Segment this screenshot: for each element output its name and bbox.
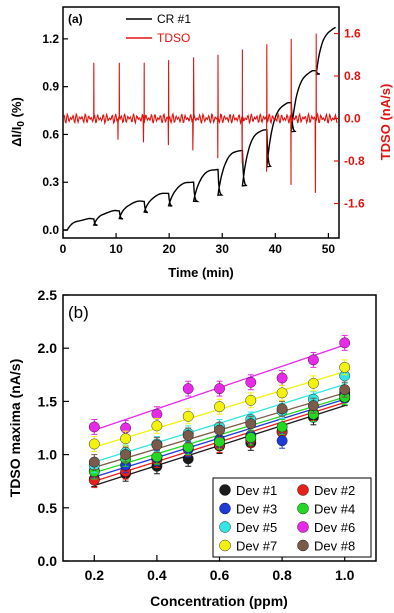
- y-right-tick-label: -0.8: [344, 154, 365, 168]
- y-tick-label-b: 2.5: [38, 287, 58, 303]
- legend-b-entries: Dev #1 Dev #2 Dev #3 Dev #4 Dev #5 Dev #6 Dev …: [219, 483, 355, 554]
- axis-ticks-b: 0.2 0.4 0.6 0.8 1.0 0.0 0.5 1.0 1.5 2.0 2.5: [38, 287, 355, 583]
- x-tick-label-b: 1.0: [335, 567, 355, 583]
- data-point: [214, 383, 225, 395]
- x-tick-label-a: 20: [162, 242, 176, 256]
- x-tick-label-b: 0.6: [210, 567, 230, 583]
- data-point: [276, 435, 288, 447]
- legend-a: CR #1 TDSO: [126, 12, 191, 45]
- legend-marker: [219, 502, 231, 515]
- data-point: [214, 401, 225, 413]
- data-point: [276, 403, 288, 415]
- data-point: [120, 449, 132, 460]
- y-left-tick-label: 0.6: [42, 127, 59, 141]
- data-point: [276, 421, 288, 433]
- data-point: [182, 383, 194, 395]
- data-point: [151, 420, 163, 432]
- x-tick-label-a: 50: [322, 242, 336, 256]
- y-axis-title-b: TDSO maxima (nA/s): [7, 359, 23, 497]
- data-point: [339, 384, 351, 396]
- y-right-tick-label: 0.8: [344, 69, 361, 83]
- y-left-tick-label: 0.0: [42, 223, 59, 237]
- legend-label-cr: CR #1: [157, 12, 191, 26]
- y-right-tick-label: 1.6: [344, 27, 361, 41]
- data-point: [245, 376, 257, 388]
- legend-marker: [219, 521, 231, 533]
- data-point: [151, 451, 163, 463]
- data-point: [182, 410, 194, 422]
- data-point: [88, 456, 100, 468]
- legend-label: Dev #6: [314, 520, 355, 535]
- cr-line: [63, 26, 336, 231]
- data-point: [151, 439, 163, 451]
- panel-label-b: (b): [68, 303, 89, 322]
- x-axis-title-b: Concentration (ppm): [150, 593, 288, 609]
- data-point: [276, 372, 288, 384]
- fit-lines: [94, 344, 345, 487]
- data-point: [339, 337, 351, 349]
- plot-frame-a: [62, 6, 340, 239]
- data-point: [182, 430, 194, 441]
- y-tick-label-b: 0.5: [38, 500, 58, 516]
- legend-label: Dev #3: [236, 502, 277, 517]
- legend-marker: [297, 539, 309, 552]
- legend-marker: [297, 484, 309, 496]
- tdso-line: [63, 33, 338, 193]
- data-point: [214, 424, 225, 436]
- data-point: [307, 377, 319, 389]
- y-tick-label-b: 1.5: [38, 393, 58, 409]
- x-tick-label-a: 10: [109, 242, 123, 256]
- data-point: [245, 418, 257, 430]
- legend-label: Dev #7: [236, 539, 277, 554]
- data-point: [120, 433, 132, 445]
- axis-ticks-a: 0 10 20 30 40 50 0.0 0.3 0.6 0.9 1.2 -1.6 -0.8 0.0 0.8…: [42, 27, 365, 256]
- y-tick-label-b: 2.0: [38, 340, 58, 356]
- legend-label-tdso: TDSO: [157, 31, 190, 45]
- legend-marker: [297, 502, 309, 515]
- legend-b: [212, 477, 372, 558]
- x-axis-title-a: Time (min): [168, 265, 234, 280]
- y-right-tick-label: -1.6: [344, 196, 365, 210]
- cr-series: [63, 26, 336, 231]
- x-tick-label-a: 30: [216, 242, 230, 256]
- legend-marker: [219, 539, 231, 552]
- x-tick-label-b: 0.2: [85, 567, 105, 583]
- data-point: [214, 436, 225, 448]
- data-point: [245, 394, 257, 406]
- data-point: [245, 432, 257, 443]
- panel-label-a: (a): [68, 12, 83, 26]
- data-point: [339, 361, 351, 373]
- legend-label: Dev #4: [314, 502, 355, 517]
- panel-b: 0.2 0.4 0.6 0.8 1.0 0.0 0.5 1.0 1.5 2.0 2.5 (b) De…: [7, 287, 377, 609]
- y-tick-label-b: 1.0: [38, 447, 58, 463]
- legend-label: Dev #8: [314, 539, 355, 554]
- legend-label: Dev #5: [236, 520, 277, 535]
- x-tick-label-a: 0: [60, 242, 67, 256]
- y-left-tick-label: 1.2: [42, 32, 59, 46]
- legend-label: Dev #2: [314, 483, 355, 498]
- legend-label: Dev #1: [236, 483, 277, 498]
- data-point: [307, 400, 319, 412]
- y-right-tick-label: 0.0: [344, 112, 361, 126]
- data-point: [276, 387, 288, 399]
- x-tick-label-b: 0.4: [147, 567, 167, 583]
- x-tick-label-b: 0.8: [272, 567, 292, 583]
- legend-marker: [219, 484, 231, 496]
- data-point: [88, 438, 100, 450]
- data-point: [182, 441, 194, 453]
- x-tick-label-a: 40: [269, 242, 283, 256]
- data-point: [88, 421, 100, 433]
- panel-a: 0 10 20 30 40 50 0.0 0.3 0.6 0.9 1.2 -1.6 -0.8 0.0 0.8…: [9, 6, 393, 280]
- y-left-tick-label: 0.3: [42, 175, 59, 189]
- data-point: [151, 408, 163, 420]
- data-points: [88, 334, 351, 489]
- tdso-series: [63, 33, 338, 193]
- y-axis-title-left: ΔI/I0 (%): [9, 97, 27, 147]
- y-axis-title-right: TDSO (nA/s): [378, 84, 393, 161]
- legend-marker: [297, 521, 309, 533]
- data-point: [307, 354, 319, 366]
- y-left-tick-label: 0.9: [42, 80, 59, 94]
- y-tick-label-b: 0.0: [38, 553, 58, 569]
